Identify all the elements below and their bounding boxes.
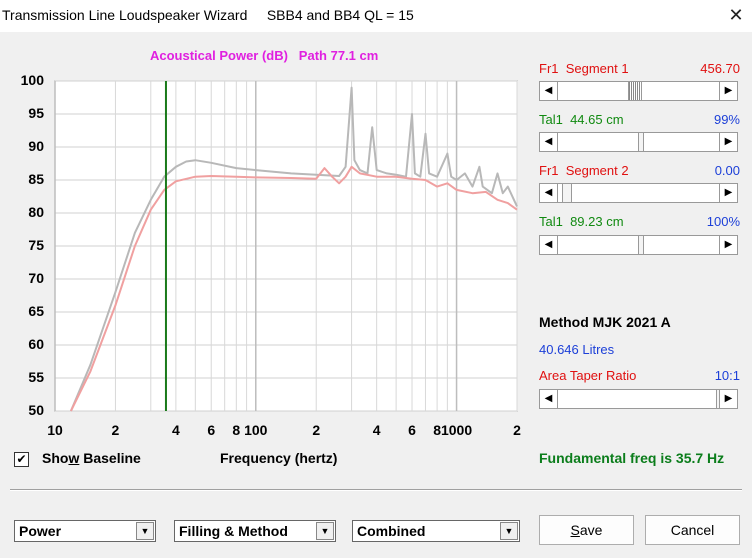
- tal1-b-value: 100%: [706, 214, 740, 229]
- area-taper-label: Area Taper Ratio: [539, 368, 637, 383]
- fr1-segment1-slider[interactable]: ◀ ▶: [539, 81, 738, 101]
- y-tick-label: 60: [28, 336, 44, 352]
- y-tick-label: 100: [20, 72, 44, 88]
- filling-method-select[interactable]: Filling & Method ▼: [174, 520, 336, 542]
- y-tick-label: 70: [28, 270, 44, 286]
- x-tick-label: 8: [232, 422, 241, 438]
- tal1-a-slider[interactable]: ◀ ▶: [539, 132, 738, 152]
- method-label: Method MJK 2021 A: [539, 314, 671, 330]
- slider-thumb[interactable]: [562, 184, 572, 202]
- combined-select[interactable]: Combined ▼: [352, 520, 520, 542]
- x-tick-label: 10: [47, 422, 63, 438]
- tal1-a-label: Tal1 44.65 cm: [539, 112, 624, 127]
- close-icon[interactable]: ✕: [728, 5, 744, 25]
- volume-litres: 40.646 Litres: [539, 342, 615, 357]
- separator: [10, 489, 742, 491]
- fr1-segment2-label: Fr1 Segment 2: [539, 163, 629, 178]
- scroll-left-icon[interactable]: ◀: [540, 133, 558, 151]
- x-tick-label: 4: [372, 422, 381, 438]
- x-tick-label: 2: [111, 422, 120, 438]
- cancel-button[interactable]: Cancel: [645, 515, 740, 545]
- x-tick-label: 8: [433, 422, 441, 438]
- chart-title: Acoustical Power (dB) Path 77.1 cm: [150, 48, 379, 63]
- save-button[interactable]: Save: [539, 515, 634, 545]
- plot-type-select[interactable]: Power ▼: [14, 520, 156, 542]
- fr1-segment1-label: Fr1 Segment 1: [539, 61, 629, 76]
- response-curve-1: [69, 86, 518, 412]
- filling-method-value: Filling & Method: [179, 523, 288, 539]
- x-tick-label: 1000: [440, 422, 473, 438]
- tal1-a-value: 99%: [713, 112, 740, 127]
- x-tick-label: 6: [408, 422, 416, 438]
- fr1-segment1-value: 456.70: [700, 61, 740, 76]
- scroll-right-icon[interactable]: ▶: [719, 184, 737, 202]
- x-tick-label: 2: [513, 422, 521, 438]
- area-taper-value: 10:1: [714, 368, 740, 383]
- show-baseline-checkbox[interactable]: ✔: [14, 452, 29, 467]
- x-tick-label: 100: [244, 422, 268, 438]
- fundamental-frequency-text: Fundamental freq is 35.7 Hz: [539, 450, 725, 466]
- chevron-down-icon[interactable]: ▼: [500, 522, 518, 540]
- slider-thumb[interactable]: [638, 133, 644, 151]
- title-bar: [0, 0, 752, 32]
- show-baseline-label[interactable]: Show Baseline: [42, 450, 141, 466]
- tal1-b-label: Tal1 89.23 cm: [539, 214, 624, 229]
- y-tick-label: 80: [28, 204, 44, 220]
- x-tick-label: 6: [207, 422, 216, 438]
- combined-value: Combined: [357, 523, 426, 539]
- scroll-left-icon[interactable]: ◀: [540, 82, 558, 100]
- y-tick-label: 85: [28, 171, 44, 187]
- y-tick-label: 75: [28, 237, 44, 253]
- scroll-right-icon[interactable]: ▶: [719, 390, 737, 408]
- y-tick-label: 65: [28, 303, 44, 319]
- scroll-right-icon[interactable]: ▶: [719, 133, 737, 151]
- y-tick-label: 55: [28, 369, 44, 385]
- slider-thumb[interactable]: [638, 236, 644, 254]
- x-axis-label: Frequency (hertz): [220, 450, 338, 466]
- fr1-segment2-value: 0.00: [714, 163, 740, 178]
- x-tick-label: 2: [312, 422, 321, 438]
- y-tick-label: 50: [28, 402, 44, 418]
- scroll-left-icon[interactable]: ◀: [540, 184, 558, 202]
- chevron-down-icon[interactable]: ▼: [316, 522, 334, 540]
- slider-thumb[interactable]: [628, 82, 642, 100]
- frequency-response-chart: [54, 80, 518, 412]
- scroll-left-icon[interactable]: ◀: [540, 236, 558, 254]
- response-curve-2: [70, 165, 518, 412]
- tal1-b-slider[interactable]: ◀ ▶: [539, 235, 738, 255]
- scroll-right-icon[interactable]: ▶: [719, 236, 737, 254]
- y-tick-label: 90: [28, 138, 44, 154]
- chevron-down-icon[interactable]: ▼: [136, 522, 154, 540]
- fr1-segment2-slider[interactable]: ◀ ▶: [539, 183, 738, 203]
- y-tick-label: 95: [28, 105, 44, 121]
- scroll-left-icon[interactable]: ◀: [540, 390, 558, 408]
- window-title: Transmission Line Loudspeaker Wizard SBB…: [2, 7, 414, 23]
- plot-type-value: Power: [19, 523, 62, 539]
- scroll-right-icon[interactable]: ▶: [719, 82, 737, 100]
- x-tick-label: 4: [171, 422, 180, 438]
- area-taper-slider[interactable]: ◀ ▶: [539, 389, 738, 409]
